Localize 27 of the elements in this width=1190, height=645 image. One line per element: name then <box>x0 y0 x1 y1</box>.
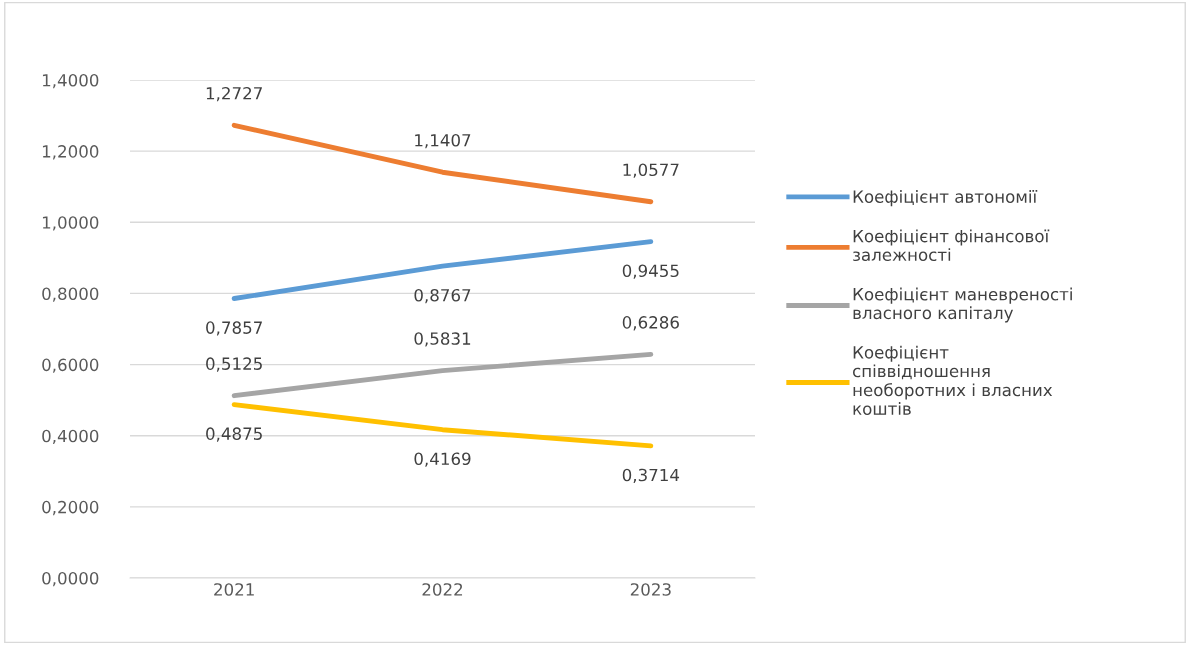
data-label: 0,4169 <box>414 452 471 467</box>
legend-label: Коефіцієнт фінансової залежності <box>853 229 1050 262</box>
data-label: 0,7857 <box>206 321 262 336</box>
y-tick-label: 0,2000 <box>42 500 99 516</box>
legend-label: Коефіцієнт співвідношення необоротних і власних коштів <box>853 345 1053 415</box>
data-label: 0,5831 <box>414 332 471 347</box>
data-label: 1,2727 <box>206 86 262 102</box>
data-label: 0,4875 <box>206 427 262 442</box>
y-tick-label: 1,4000 <box>42 73 99 89</box>
y-tick-label: 1,2000 <box>42 145 99 160</box>
data-label: 0,6286 <box>622 316 679 331</box>
legend-label: Коефіцієнт автономії <box>853 190 1038 207</box>
y-tick-label: 0,6000 <box>42 358 99 373</box>
data-label: 0,3714 <box>622 468 680 483</box>
y-tick-label: 0,4000 <box>42 429 99 444</box>
x-tick-label: 2021 <box>214 583 254 596</box>
x-tick-label: 2022 <box>422 583 463 596</box>
y-tick-label: 0,0000 <box>42 571 99 587</box>
data-label: 1,1407 <box>415 133 471 149</box>
y-tick-label: 1,0000 <box>42 216 99 231</box>
data-label: 0,8767 <box>414 288 471 304</box>
x-tick-label: 2023 <box>630 583 671 596</box>
data-label: 1,0577 <box>623 163 679 178</box>
data-label: 0,5125 <box>206 357 262 372</box>
data-label: 0,9455 <box>622 264 679 279</box>
legend-label: Коефіцієнт маневреності власного капіталу <box>853 287 1072 323</box>
y-tick-label: 0,8000 <box>42 287 99 302</box>
